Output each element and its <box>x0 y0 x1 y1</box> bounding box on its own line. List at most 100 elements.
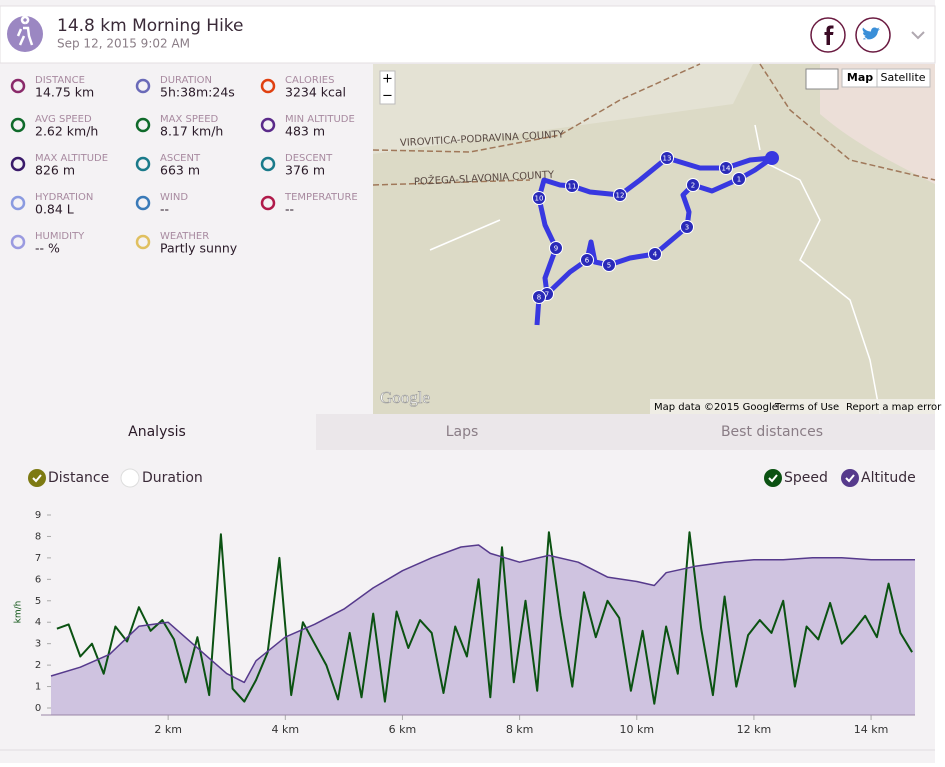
stat-value: 0.84 L <box>35 202 74 217</box>
x-tick-label: 2 km <box>154 723 182 736</box>
route-marker <box>613 188 627 202</box>
marker-label: 1 <box>737 176 741 184</box>
stat-value: -- <box>285 202 294 217</box>
series-line <box>50 544 915 684</box>
route-marker <box>532 191 546 205</box>
terms-link[interactable]: Terms of Use <box>774 402 839 413</box>
satellite-button[interactable]: Satellite <box>880 71 925 84</box>
x-tick-label: 8 km <box>506 723 534 736</box>
x-tick-label: 10 km <box>619 723 654 736</box>
x-toggle[interactable]: Distance <box>48 470 109 486</box>
x-tick-label: 14 km <box>854 723 889 736</box>
marker-label: 6 <box>585 257 590 265</box>
road <box>429 124 881 415</box>
activity-title: 14.8 km Morning Hike <box>57 16 244 36</box>
stat-label: HUMIDITY <box>35 231 85 242</box>
zoom-in[interactable]: + <box>382 72 393 87</box>
header <box>0 5 936 64</box>
stat-value: 3234 kcal <box>285 85 346 100</box>
map-region <box>820 64 935 184</box>
twitter-glyph <box>862 27 880 40</box>
y-tick-label: 7 <box>35 553 41 564</box>
stat-value: 663 m <box>160 163 200 178</box>
marker-label: 11 <box>568 183 577 191</box>
route-marker <box>549 241 563 255</box>
fullscreen-button[interactable] <box>805 68 839 90</box>
stat-icon <box>260 195 276 211</box>
stat-label: TEMPERATURE <box>284 192 358 203</box>
route-marker <box>680 220 694 234</box>
stat-icon <box>260 156 276 172</box>
map-region <box>373 64 753 154</box>
stat-label: MIN ALTITUDE <box>285 114 355 125</box>
y-tick-label: 2 <box>35 660 41 671</box>
attribution-bar <box>650 399 935 414</box>
y-tick-label: 4 <box>35 617 41 628</box>
y-tick-label: 5 <box>35 596 41 607</box>
x-tick-label: 12 km <box>737 723 772 736</box>
toggle-checked[interactable] <box>28 469 46 487</box>
stat-value: 2.62 km/h <box>35 124 98 139</box>
tab[interactable]: Laps <box>446 424 479 440</box>
legend-swatch[interactable] <box>841 469 859 487</box>
stat-value: 14.75 km <box>35 85 94 100</box>
y-tick-label: 3 <box>35 639 41 650</box>
stats-background <box>0 64 373 414</box>
activity-icon <box>7 16 43 52</box>
stat-icon <box>10 117 26 133</box>
stat-label: WIND <box>160 192 188 203</box>
stat-label: MAX SPEED <box>160 114 219 125</box>
route-marker <box>602 258 616 272</box>
route <box>534 155 774 326</box>
tab[interactable]: Analysis <box>128 424 186 440</box>
hiker-glyph <box>16 15 34 46</box>
stat-icon <box>260 78 276 94</box>
stat-value: -- <box>160 202 169 217</box>
marker-label: 5 <box>607 262 611 270</box>
legend-label[interactable]: Speed <box>784 470 828 486</box>
legend: Speed Altitude <box>764 469 916 487</box>
route-marker <box>648 247 662 261</box>
marker-label: 13 <box>663 155 672 163</box>
stat-icon <box>135 156 151 172</box>
marker-label: 8 <box>537 294 541 302</box>
route-marker <box>686 178 700 192</box>
marker-label: 4 <box>653 251 658 259</box>
legend-label[interactable]: Altitude <box>861 470 916 486</box>
activity-date: Sep 12, 2015 9:02 AM <box>57 37 190 51</box>
y-tick-label: 9 <box>35 510 41 521</box>
toggle-unchecked[interactable] <box>120 468 140 488</box>
marker-label: 2 <box>691 182 695 190</box>
y-tick-label: 6 <box>35 574 41 585</box>
report-link[interactable]: Report a map error <box>846 402 942 413</box>
map-type-control <box>841 68 931 88</box>
stat-icon <box>10 78 26 94</box>
stat-label: HYDRATION <box>35 192 93 203</box>
marker-label: 7 <box>545 291 549 299</box>
x-toggle[interactable]: Duration <box>142 470 203 486</box>
series-line <box>56 531 913 705</box>
marker-label: 9 <box>554 245 558 253</box>
zoom-out[interactable]: − <box>382 89 393 104</box>
stat-label: CALORIES <box>285 75 334 86</box>
check <box>32 474 42 483</box>
expand-chevron[interactable] <box>911 31 925 40</box>
marker-label: 10 <box>535 195 544 203</box>
zoom-control <box>379 70 396 105</box>
stat-label: MAX ALTITUDE <box>35 153 108 164</box>
border-line <box>372 63 936 186</box>
stat-icon <box>135 117 151 133</box>
map: VIROVITICA-PODRAVINA COUNTY POŽEGA-SLAVO… <box>372 63 942 415</box>
stat-label: AVG SPEED <box>35 114 92 125</box>
route-marker <box>565 179 579 193</box>
legend-swatch[interactable] <box>764 469 782 487</box>
map-button[interactable]: Map <box>847 71 873 84</box>
marker-label: 14 <box>722 165 731 173</box>
route-marker <box>719 161 733 175</box>
facebook-glyph <box>824 25 834 45</box>
y-tick-label: 8 <box>35 531 41 542</box>
tab[interactable]: Best distances <box>721 424 823 440</box>
stat-icon <box>135 195 151 211</box>
